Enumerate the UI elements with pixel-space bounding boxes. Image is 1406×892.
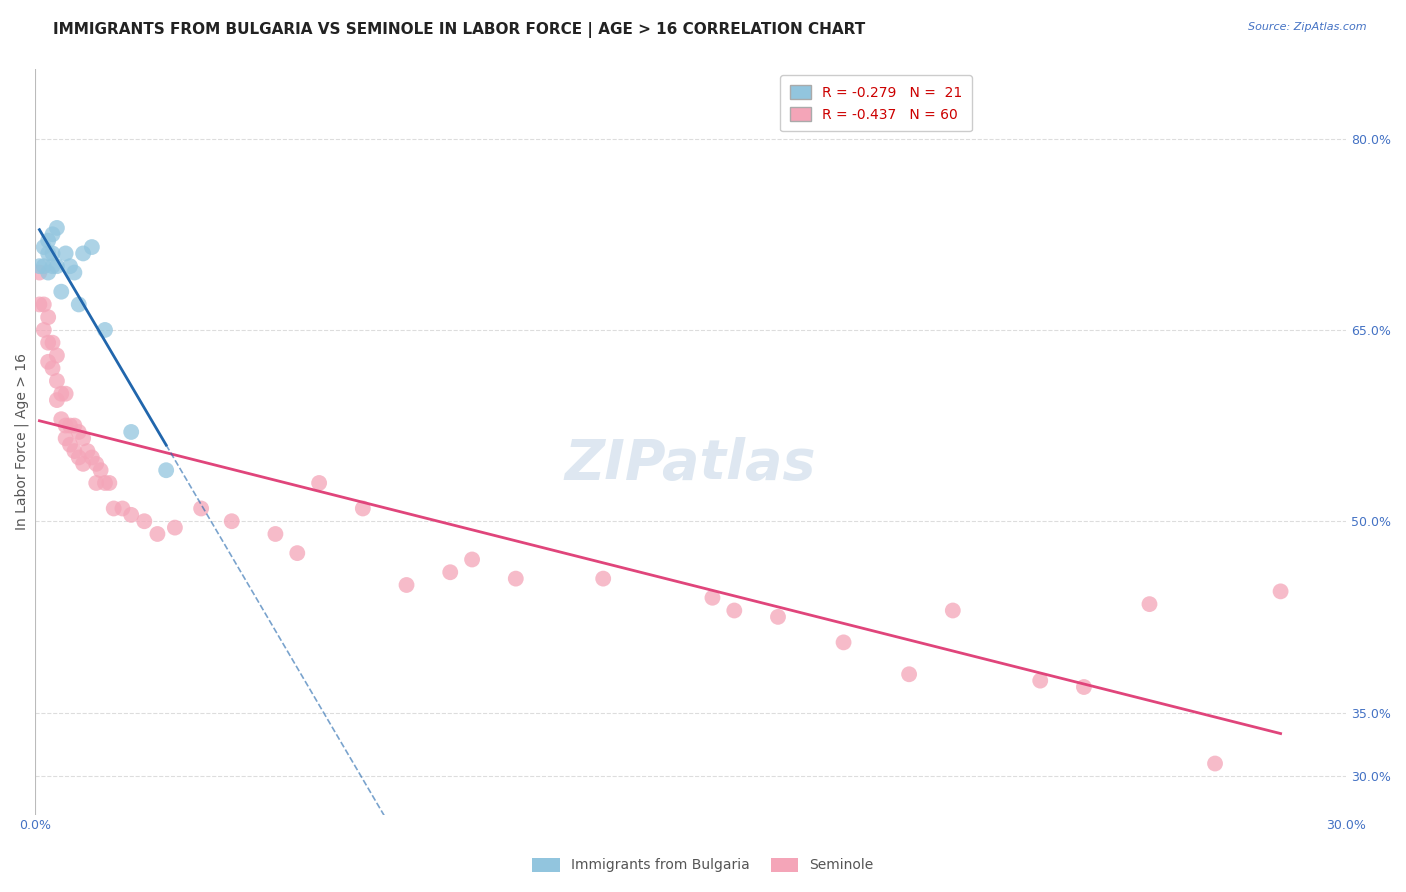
Point xyxy=(55,246,77,260)
Point xyxy=(41,246,63,260)
Point xyxy=(67,450,90,465)
Point xyxy=(1139,597,1161,611)
Point xyxy=(45,374,67,388)
Point xyxy=(505,572,527,586)
Point xyxy=(1073,680,1095,694)
Point xyxy=(352,501,374,516)
Point xyxy=(28,266,51,280)
Point xyxy=(285,546,308,560)
Point xyxy=(94,323,117,337)
Point xyxy=(67,297,90,311)
Point xyxy=(63,266,86,280)
Point xyxy=(32,259,55,273)
Point xyxy=(592,572,614,586)
Point xyxy=(37,266,59,280)
Point xyxy=(45,259,67,273)
Point xyxy=(45,221,67,235)
Point xyxy=(461,552,484,566)
Point xyxy=(59,438,82,452)
Text: Source: ZipAtlas.com: Source: ZipAtlas.com xyxy=(1249,22,1367,32)
Point xyxy=(723,603,745,617)
Point xyxy=(37,234,59,248)
Point xyxy=(898,667,921,681)
Point xyxy=(84,475,107,490)
Point xyxy=(41,335,63,350)
Point xyxy=(80,450,103,465)
Point xyxy=(55,418,77,433)
Point xyxy=(37,335,59,350)
Point xyxy=(766,610,789,624)
Point xyxy=(395,578,418,592)
Point xyxy=(67,425,90,439)
Point xyxy=(45,348,67,362)
Point xyxy=(308,475,330,490)
Point xyxy=(94,475,117,490)
Point xyxy=(59,259,82,273)
Point xyxy=(90,463,112,477)
Point xyxy=(1204,756,1226,771)
Point xyxy=(146,527,169,541)
Point xyxy=(32,323,55,337)
Point xyxy=(1029,673,1052,688)
Point xyxy=(190,501,212,516)
Point xyxy=(41,259,63,273)
Point xyxy=(37,355,59,369)
Point xyxy=(221,514,243,528)
Point xyxy=(103,501,125,516)
Point xyxy=(63,444,86,458)
Point xyxy=(98,475,121,490)
Point xyxy=(942,603,965,617)
Point xyxy=(702,591,724,605)
Point xyxy=(37,310,59,325)
Point xyxy=(32,240,55,254)
Point xyxy=(55,386,77,401)
Point xyxy=(163,520,186,534)
Point xyxy=(84,457,107,471)
Point xyxy=(832,635,855,649)
Point xyxy=(264,527,287,541)
Point xyxy=(28,259,51,273)
Y-axis label: In Labor Force | Age > 16: In Labor Force | Age > 16 xyxy=(15,353,30,530)
Point xyxy=(134,514,156,528)
Point xyxy=(45,393,67,408)
Point xyxy=(72,246,94,260)
Legend: R = -0.279   N =  21, R = -0.437   N = 60: R = -0.279 N = 21, R = -0.437 N = 60 xyxy=(780,76,972,131)
Point xyxy=(32,297,55,311)
Point xyxy=(439,566,461,580)
Point xyxy=(155,463,177,477)
Point xyxy=(51,412,73,426)
Point xyxy=(80,240,103,254)
Point xyxy=(120,425,142,439)
Point xyxy=(63,418,86,433)
Point xyxy=(28,297,51,311)
Point xyxy=(41,361,63,376)
Point xyxy=(72,431,94,445)
Point xyxy=(111,501,134,516)
Point xyxy=(41,227,63,242)
Point xyxy=(72,457,94,471)
Point xyxy=(120,508,142,522)
Legend: Immigrants from Bulgaria, Seminole: Immigrants from Bulgaria, Seminole xyxy=(527,852,879,878)
Text: ZIPatlas: ZIPatlas xyxy=(565,437,817,491)
Point xyxy=(55,431,77,445)
Point xyxy=(37,246,59,260)
Text: IMMIGRANTS FROM BULGARIA VS SEMINOLE IN LABOR FORCE | AGE > 16 CORRELATION CHART: IMMIGRANTS FROM BULGARIA VS SEMINOLE IN … xyxy=(53,22,866,38)
Point xyxy=(76,444,98,458)
Point xyxy=(51,386,73,401)
Point xyxy=(51,285,73,299)
Point xyxy=(59,418,82,433)
Point xyxy=(1270,584,1292,599)
